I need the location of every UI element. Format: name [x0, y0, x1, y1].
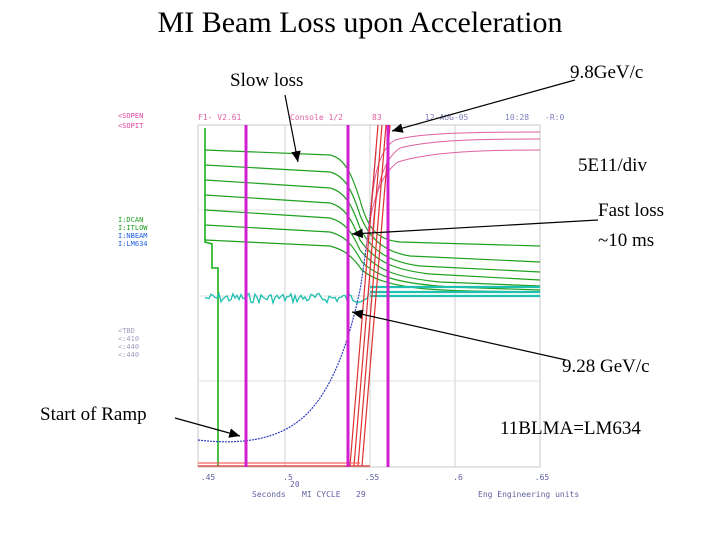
x-tick-label: .6: [453, 473, 463, 482]
blm-id-label: 11BLMA=LM634: [500, 418, 641, 439]
scope-left-label: I:DCAN: [118, 216, 143, 224]
x-tick-label: .5: [283, 473, 293, 482]
slide-title: MI Beam Loss upon Acceleration: [157, 6, 563, 39]
slow-loss-arrow: [284, 94, 301, 163]
footer-left: Seconds: [252, 490, 286, 499]
start-ramp-arrow: [174, 417, 241, 438]
teal-trace: [204, 291, 370, 306]
magenta-markers: [244, 125, 390, 467]
teal-flat-traces: [370, 285, 540, 298]
momentum-top-label: 9.8GeV/c: [570, 62, 644, 83]
scope-left-label: I:NBEAM: [118, 232, 148, 240]
scope-left-label: <:440: [118, 351, 139, 359]
red-traces: [198, 124, 391, 467]
x-tick-labels: .45 .5 .55 .6 .65: [201, 473, 550, 482]
scope-header-right: -R:0: [545, 113, 564, 122]
fast-loss-duration-label: ~10 ms: [598, 230, 655, 251]
start-of-ramp-label: Start of Ramp: [40, 404, 147, 425]
scope-left-label: <:440: [118, 343, 139, 351]
scope-header-left: F1- V2.61: [198, 113, 242, 122]
footer-right: Eng Engineering units: [478, 490, 579, 499]
footer-num: 20: [290, 480, 300, 489]
scope-left-label: I:ITLOW: [118, 224, 148, 232]
scope-left-label: I:LM634: [118, 240, 148, 248]
scope-header-ch: 83: [372, 113, 382, 122]
x-tick-label: .45: [201, 473, 216, 482]
scope-header-center: Console 1/2: [290, 113, 343, 122]
annotation-arrows: [174, 79, 599, 438]
scope-left-label: <:410: [118, 335, 139, 343]
scope-left-label: <SOPIT: [118, 122, 144, 130]
scope-header-time: 10:28: [505, 113, 529, 122]
x-tick-label: .55: [365, 473, 380, 482]
footer-center: MI CYCLE: [302, 490, 341, 499]
scope-header-date: 12-AUG-05: [425, 113, 469, 122]
momentum-mid-arrow: [351, 309, 567, 361]
fast-loss-arrow: [351, 219, 599, 239]
slow-loss-label: Slow loss: [230, 70, 304, 91]
scope-left-label: <TBD: [118, 327, 135, 335]
momentum-top-arrow: [391, 79, 576, 133]
x-tick-label: .65: [535, 473, 550, 482]
scale-label: 5E11/div: [578, 155, 647, 176]
fast-loss-label: Fast loss: [598, 200, 664, 221]
scope-left-label: <SOPEN: [118, 112, 143, 120]
momentum-mid-label: 9.28 GeV/c: [562, 356, 650, 377]
footer-ch: 29: [356, 490, 366, 499]
